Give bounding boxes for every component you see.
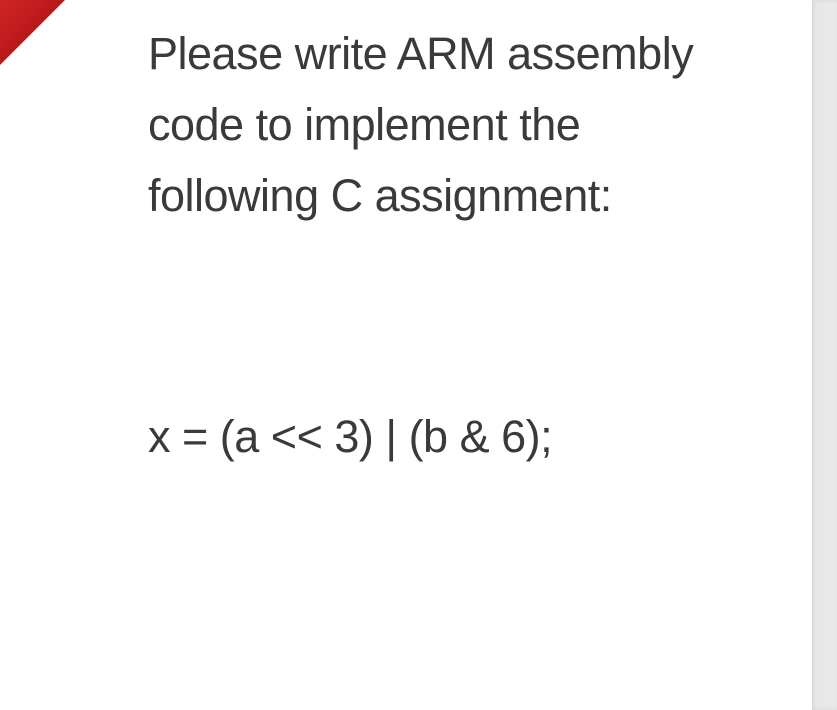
code-expression: x = (a << 3) | (b & 6); — [148, 401, 752, 472]
document-page: Please write ARM assembly code to implem… — [0, 0, 812, 710]
page-edge — [812, 0, 837, 710]
content-area: Please write ARM assembly code to implem… — [0, 0, 812, 472]
question-prompt: Please write ARM assembly code to implem… — [148, 18, 752, 231]
